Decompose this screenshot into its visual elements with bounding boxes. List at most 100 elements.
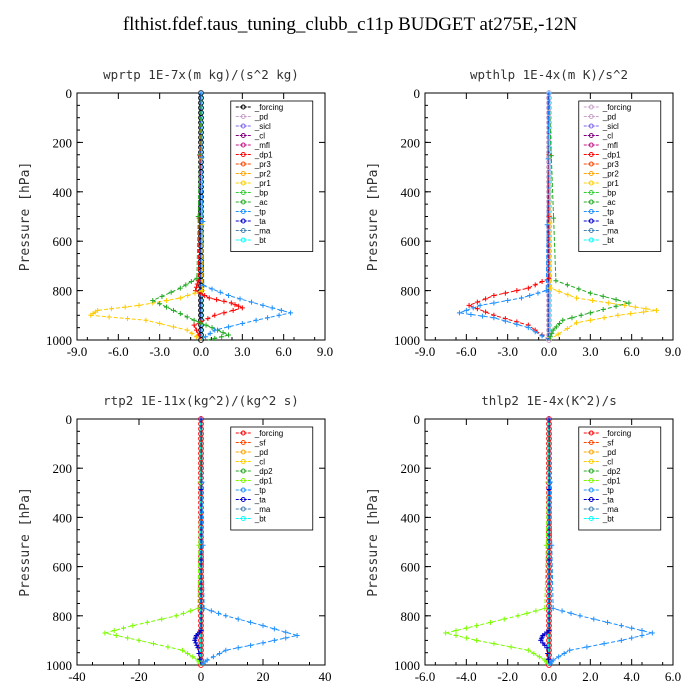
x-tick-label: 3.0 (582, 344, 598, 359)
legend-marker (588, 152, 594, 157)
y-tick-label: 1000 (394, 658, 420, 673)
x-tick-label: -4.0 (456, 669, 477, 684)
series-point-pr1 (157, 321, 163, 327)
series-point-dp1 (474, 623, 480, 629)
series-point-tp (283, 629, 289, 635)
legend-label: _dp2 (254, 467, 273, 476)
series-point-dp1 (193, 284, 199, 290)
series-point-pr1 (164, 297, 170, 303)
series-point-dp1 (514, 288, 520, 294)
legend-label: _tp (254, 486, 267, 495)
legend-marker (588, 142, 594, 148)
legend-label: _mfl (602, 141, 618, 150)
legend-label: _pr3 (602, 160, 620, 169)
series-point-tp (249, 299, 255, 305)
series-point-ac (550, 327, 556, 333)
series-point-ac (197, 152, 203, 158)
x-tick-label: -9.0 (415, 344, 436, 359)
series-point-pr1 (170, 324, 176, 330)
series-point-dp1 (491, 293, 497, 299)
series-point-ac (553, 278, 559, 284)
legend-marker (588, 190, 594, 195)
series-line-ac (151, 92, 231, 341)
series-point-dp1 (165, 644, 171, 650)
series-point-tp (618, 623, 624, 629)
y-tick-label: 800 (53, 284, 73, 299)
legend-marker (588, 133, 594, 138)
series-point-dp1 (453, 632, 459, 638)
legend-label: _ma (602, 227, 619, 236)
series-point-tp (239, 321, 245, 327)
series-point-pr1 (555, 331, 561, 337)
legend-marker (588, 123, 594, 129)
y-tick-label: 200 (53, 461, 73, 476)
series-point-ac (613, 297, 619, 303)
series-point-pr1 (199, 288, 205, 294)
series-line-pr1 (89, 92, 203, 341)
legend-marker (588, 199, 594, 205)
series-point-pr1 (574, 320, 580, 326)
y-axis-label: Pressure [hPa] (366, 487, 381, 597)
series-point-tp (271, 637, 277, 643)
legend-marker (588, 506, 594, 512)
series-point-dp1 (539, 279, 545, 285)
legend-label: _pd (254, 448, 268, 457)
x-tick-label: 3.0 (234, 344, 250, 359)
series-point-pr1 (199, 222, 205, 228)
series-point-dp1 (195, 605, 201, 611)
series-point-ac (587, 290, 593, 296)
panel-0: wprtp 1E-7x(m kg)/(s^2 kg) Pressure [hPa]… (18, 67, 333, 359)
series-point-dp1 (474, 299, 480, 305)
series-point-tp (294, 632, 300, 638)
series-point-tp (223, 647, 229, 653)
legend-label: _pr2 (602, 170, 620, 179)
y-axis-label: Pressure [hPa] (18, 162, 33, 272)
y-tick-label: 0 (414, 412, 421, 427)
series-point-tp (217, 651, 223, 657)
series-point-dp1 (532, 282, 538, 288)
legend-label: _tp (602, 486, 615, 495)
y-tick-label: 1000 (46, 658, 72, 673)
series-point-ac (184, 314, 190, 320)
legend-label: _pr1 (602, 179, 620, 188)
series-point-ac (553, 324, 559, 330)
legend-label: _bp (602, 189, 617, 198)
series-point-dp1 (508, 644, 514, 650)
series-point-ac (177, 285, 183, 291)
series-point-dp1 (483, 296, 489, 302)
series-point-pr1 (106, 314, 112, 320)
legend-marker (588, 180, 594, 186)
x-tick-label: 0.0 (193, 344, 209, 359)
legend-marker (240, 506, 246, 512)
series-point-ac (219, 334, 225, 340)
legend-marker (240, 209, 246, 214)
legend-marker (240, 152, 246, 157)
series-point-pr1 (601, 315, 607, 321)
legend-label: _mfl (254, 141, 270, 150)
series-point-dp1 (525, 647, 531, 653)
series-point-tp (209, 286, 215, 292)
series-point-tp (535, 290, 541, 296)
x-tick-label: 9.0 (665, 344, 681, 359)
legend-marker (240, 516, 246, 521)
legend-label: _dp1 (602, 477, 621, 486)
series-point-tp (639, 632, 645, 638)
legend-marker (240, 114, 246, 119)
series-point-tp (235, 616, 241, 622)
series-line-tp (200, 92, 291, 341)
x-tick-label: -3.0 (497, 344, 518, 359)
series-point-pr1 (185, 293, 191, 299)
legend-marker (588, 237, 594, 243)
series-point-tp (207, 330, 213, 336)
series-point-ac (157, 301, 163, 307)
series-point-dp1 (232, 302, 238, 308)
panel-2: rtp2 1E-11x(kg^2)/(kg^2 s) Pressure [hPa]… (18, 393, 332, 684)
legend-label: _sicl (254, 122, 271, 131)
series-point-pr1 (125, 316, 131, 322)
x-tick-label: 4.0 (624, 669, 640, 684)
series-point-tp (260, 302, 266, 308)
series-point-dp1 (159, 616, 165, 622)
series-point-tp (288, 310, 294, 316)
series-point-tp (201, 605, 207, 611)
legend-label: _sf (254, 439, 266, 448)
